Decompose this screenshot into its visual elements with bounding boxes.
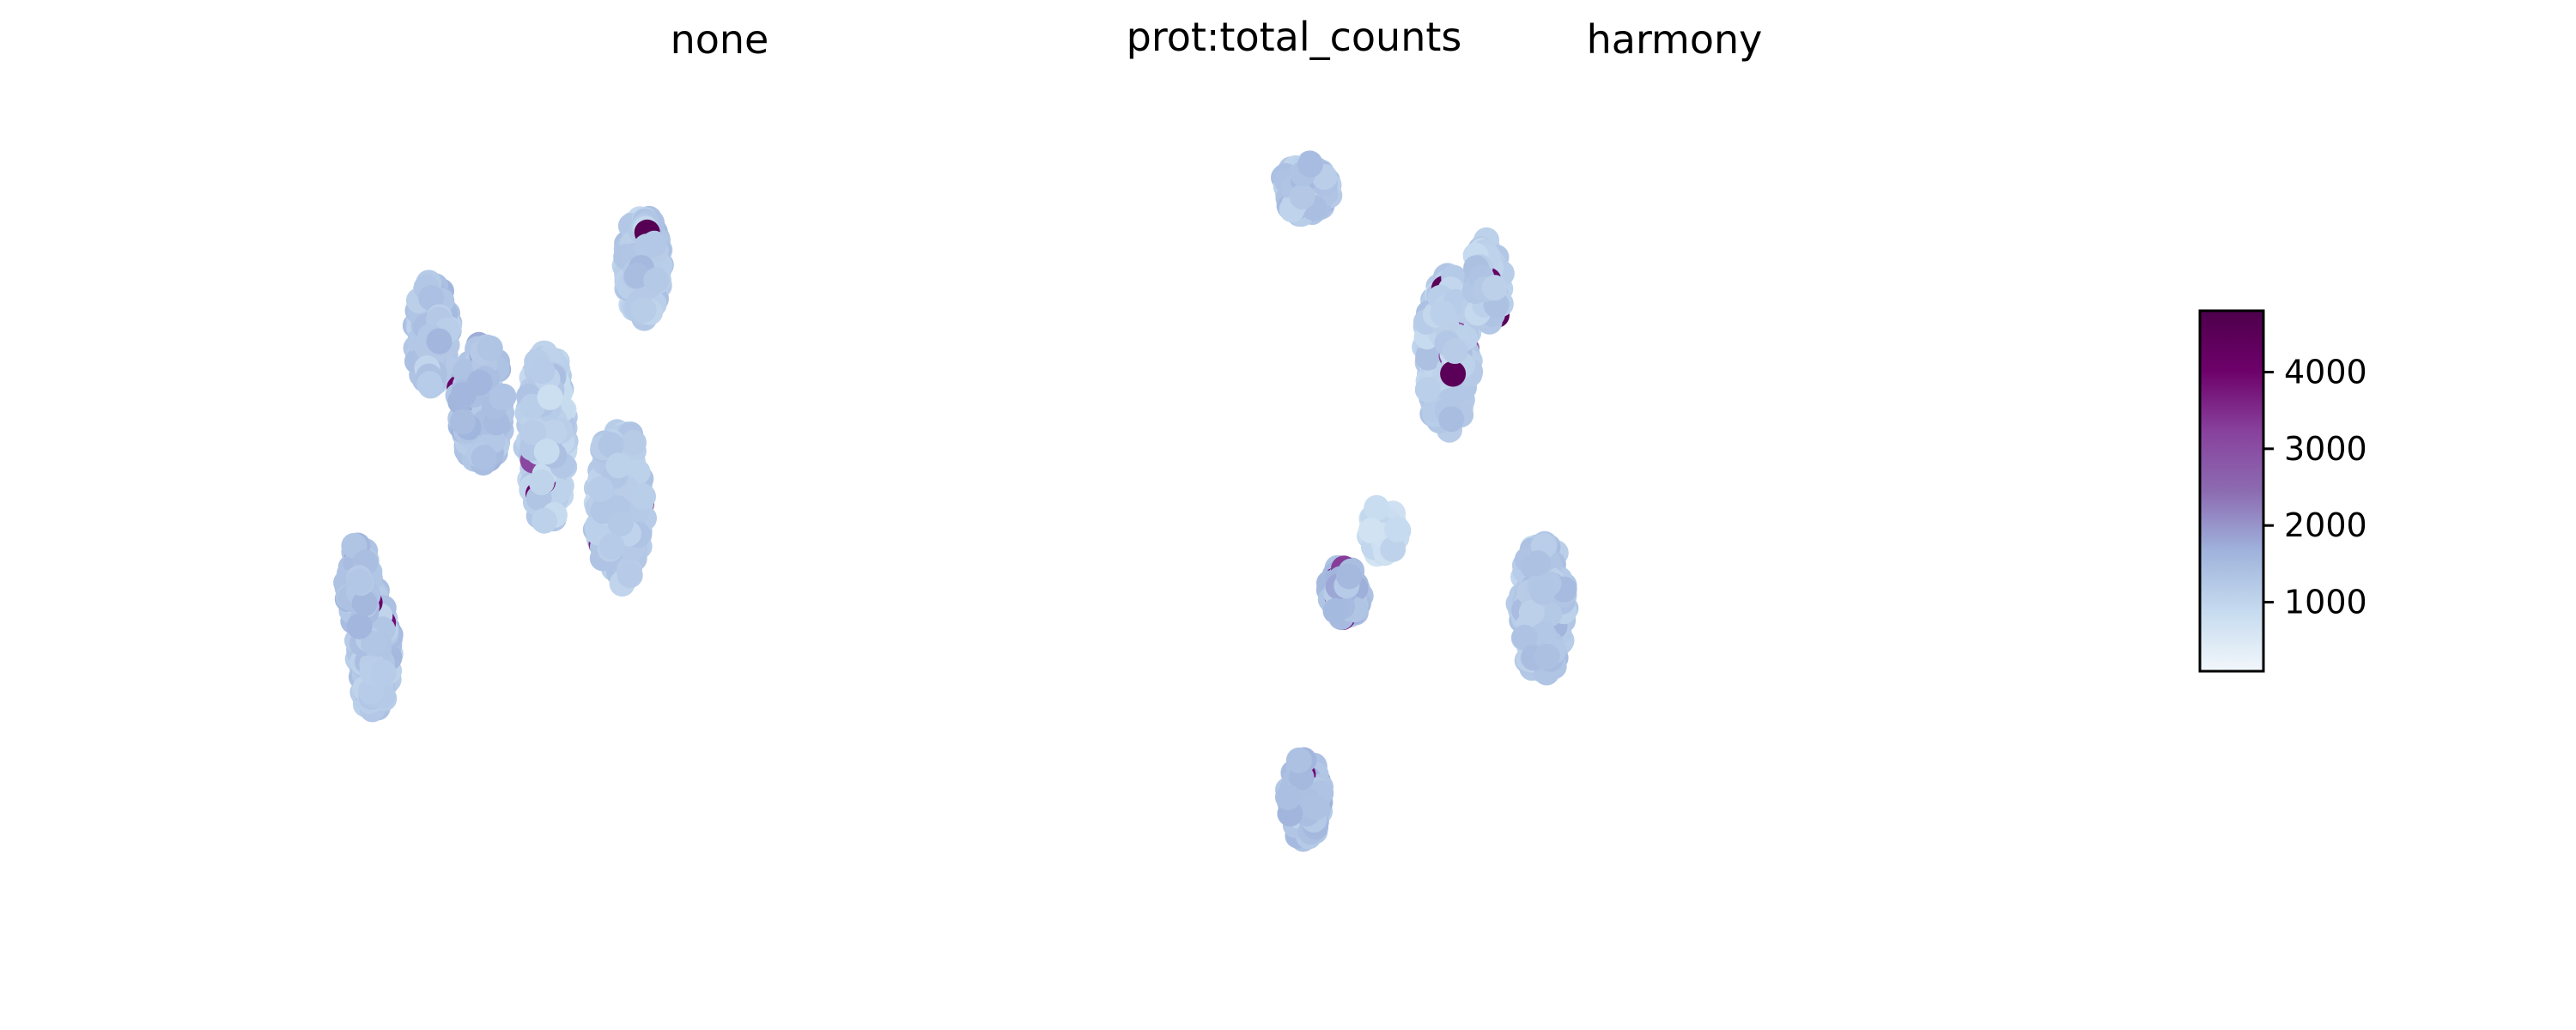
scatter-point: [1336, 563, 1363, 590]
scatter-point: [416, 371, 443, 397]
scatter-point: [528, 470, 555, 495]
scatter-point: [630, 483, 656, 510]
scatter-point: [643, 267, 670, 294]
scatter-point: [1289, 184, 1315, 210]
scatter-point: [533, 439, 560, 465]
scatter-point: [1534, 643, 1560, 670]
umap-points-none: [333, 205, 674, 723]
scatter-point: [623, 263, 650, 289]
colorbar-frame: [2198, 309, 2265, 673]
scatter-point: [477, 335, 503, 361]
scatter-point: [1297, 151, 1323, 178]
scatter-point: [1438, 406, 1465, 433]
scatter-point: [346, 568, 373, 595]
scatter-point: [1525, 550, 1552, 577]
scatter-point: [466, 369, 493, 396]
colorbar-tick-label: 3000: [2284, 430, 2367, 468]
scatter-point: [1414, 377, 1441, 403]
scatter-point: [630, 297, 657, 323]
scatter-point: [520, 419, 546, 445]
colorbar-fill: [2200, 311, 2263, 671]
scatter-point: [607, 511, 634, 536]
scatter-point: [1364, 494, 1390, 521]
scatter-point: [1415, 344, 1442, 371]
scatter-point: [426, 328, 453, 354]
scatter-point: [529, 358, 556, 385]
scatter-point: [617, 562, 643, 589]
scatter-point: [1440, 360, 1467, 387]
panel-harmony: prot:total_counts harmony: [1127, 14, 1763, 852]
scatter-point: [1275, 784, 1301, 810]
panel-title-colorvar: prot:total_counts: [1127, 14, 1462, 60]
panel-title-harmony: harmony: [1587, 16, 1763, 63]
scatter-point: [370, 659, 397, 686]
scatter-point: [1481, 275, 1508, 301]
umap-points-harmony: [1271, 150, 1579, 852]
scatter-point: [1303, 794, 1329, 821]
scatter-point: [351, 591, 378, 617]
scatter-point: [641, 230, 667, 257]
scatter-point: [1529, 579, 1556, 605]
colorbar-tick-label: 4000: [2284, 353, 2367, 391]
colorbar-ticks: 1000 2000 3000 4000: [2263, 353, 2367, 621]
scatter-point: [598, 432, 624, 458]
scatter-point: [1285, 747, 1312, 773]
scatter-point: [449, 409, 476, 435]
colorbar: 1000 2000 3000 4000: [2198, 309, 2367, 673]
colorbar-tick-label: 2000: [2284, 506, 2367, 544]
panel-title-none: none: [671, 16, 769, 63]
scatter-point: [537, 384, 563, 410]
scatter-point: [621, 429, 647, 456]
scatter-point: [605, 452, 632, 479]
scatter-point: [1511, 624, 1538, 651]
panel-none: none: [333, 16, 769, 723]
scatter-point: [1380, 536, 1406, 562]
scatter-point: [598, 533, 625, 560]
scatter-point: [357, 678, 384, 705]
scatter-point: [531, 507, 557, 534]
scatter-point: [346, 613, 373, 639]
scatter-point: [471, 445, 497, 471]
scatter-point: [1358, 518, 1384, 544]
scatter-point: [1384, 516, 1411, 542]
colorbar-tick-label: 1000: [2284, 584, 2367, 621]
scatter-point: [489, 385, 515, 411]
scatter-point: [1518, 599, 1545, 626]
scatter-point: [587, 476, 614, 502]
scatter-point: [1322, 597, 1349, 624]
scatter-point: [1430, 300, 1456, 327]
scatter-point: [361, 630, 387, 657]
scatter-point: [1442, 338, 1468, 364]
